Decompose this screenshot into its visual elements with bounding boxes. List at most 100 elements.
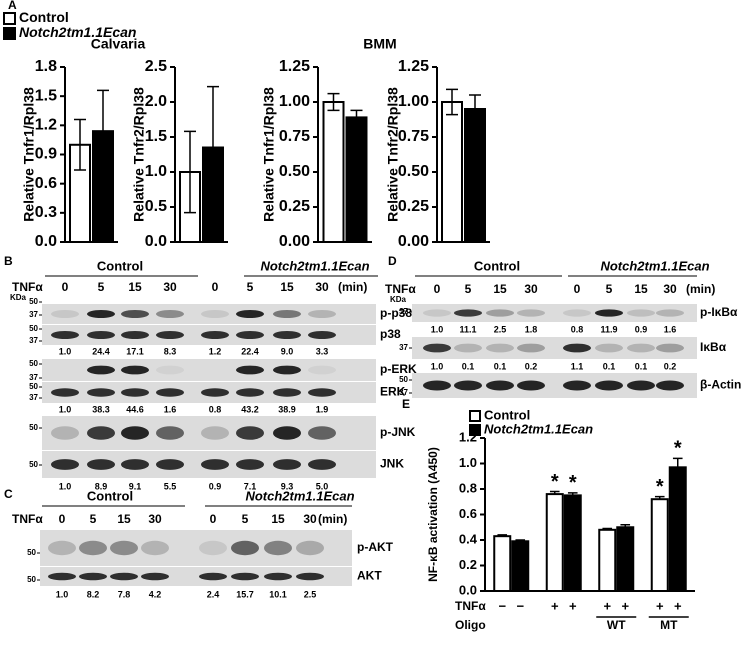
blot-label: AKT xyxy=(357,569,382,583)
time-unit: (min) xyxy=(338,280,367,294)
quantification: 0.9 xyxy=(209,481,222,491)
bar xyxy=(322,101,345,243)
quantification: 8.2 xyxy=(87,589,100,599)
error-bar xyxy=(350,109,363,126)
panel-label: C xyxy=(4,487,13,501)
y-tick-label: 1.00 xyxy=(279,93,310,110)
blot-band xyxy=(423,309,451,317)
treatment-sign: + xyxy=(569,598,577,613)
y-tick-label: 0.4 xyxy=(459,531,478,546)
quantification: 8.3 xyxy=(164,346,177,356)
bar xyxy=(441,101,463,243)
y-tick-label: 0.00 xyxy=(398,233,429,250)
y-axis-label: Relative Tnfr1/Rpl38 xyxy=(21,87,37,222)
blot-band xyxy=(236,331,264,339)
blot-band xyxy=(264,572,292,581)
blot-band xyxy=(201,331,229,339)
blot-band xyxy=(595,309,623,317)
bar xyxy=(650,498,669,593)
time-label: 0 xyxy=(434,282,441,296)
chart-title: BMM xyxy=(363,36,396,52)
treatment-sign: + xyxy=(674,598,682,613)
blot-strip xyxy=(42,359,376,381)
y-tick-label: 1.8 xyxy=(35,58,57,75)
significance-marker: * xyxy=(569,472,577,494)
blot-band xyxy=(236,365,264,375)
blot-strip xyxy=(412,304,697,322)
blot-band xyxy=(308,331,336,339)
blot-band xyxy=(627,309,655,317)
marker-label: 37 xyxy=(29,336,38,345)
blot-band xyxy=(141,572,169,581)
blot-label: p-IκBα xyxy=(700,305,738,319)
quantification: 2.4 xyxy=(207,589,220,599)
error-bar xyxy=(327,92,340,112)
blot-label: p-AKT xyxy=(357,540,394,554)
blot-band xyxy=(656,309,684,317)
blot-band xyxy=(110,540,138,556)
quantification: 0.1 xyxy=(462,361,475,371)
blot-band xyxy=(87,426,115,440)
blot-band xyxy=(595,343,623,353)
time-label: 30 xyxy=(524,282,538,296)
y-tick-label: 0.25 xyxy=(279,198,310,215)
blot-band xyxy=(486,343,514,353)
y-tick-label: 0.0 xyxy=(35,233,57,250)
marker-label: 50 xyxy=(29,423,38,432)
blot-band xyxy=(627,380,655,391)
quantification: 7.1 xyxy=(244,481,257,491)
error-bar xyxy=(97,89,109,173)
error-bar xyxy=(184,130,196,214)
chart-title: Calvaria xyxy=(91,36,146,52)
blot-band xyxy=(231,572,259,581)
significance-marker: * xyxy=(674,438,682,460)
bar xyxy=(563,494,582,592)
time-label: 15 xyxy=(128,280,142,294)
bar xyxy=(545,493,564,593)
legend-label: Control xyxy=(19,9,69,25)
group-label: Control xyxy=(97,258,143,273)
bar xyxy=(668,466,687,593)
time-label: 0 xyxy=(574,282,581,296)
blot-label: ERK xyxy=(380,385,406,399)
time-label: 5 xyxy=(465,282,472,296)
quantification: 1.1 xyxy=(571,361,584,371)
marker-label: 50 xyxy=(27,548,36,557)
error-bar xyxy=(567,492,578,496)
error-bar xyxy=(74,118,86,171)
marker-label: 50 xyxy=(29,460,38,469)
treatment-label: TNFα xyxy=(455,599,486,613)
marker-label: 37 xyxy=(29,310,38,319)
blot-band xyxy=(296,572,324,581)
blot-band xyxy=(595,380,623,391)
marker-label: 37 xyxy=(399,307,408,316)
blot-band xyxy=(273,426,301,440)
blot-band xyxy=(199,572,227,581)
time-label: 15 xyxy=(280,280,294,294)
y-tick-label: 0.9 xyxy=(35,146,57,163)
blot-band xyxy=(563,343,591,353)
blot-band xyxy=(296,540,324,556)
blot-band xyxy=(454,343,482,353)
time-label: 30 xyxy=(663,282,677,296)
treatment-label: TNFα xyxy=(12,280,43,294)
treatment-sign: + xyxy=(621,598,629,613)
quantification: 38.9 xyxy=(278,404,296,414)
time-label: 0 xyxy=(62,280,69,294)
quantification: 1.0 xyxy=(59,481,72,491)
blot-band xyxy=(563,309,591,317)
blot-band xyxy=(51,459,79,470)
error-bar xyxy=(549,490,560,495)
blot-band xyxy=(273,331,301,339)
y-tick-label: 1.25 xyxy=(279,58,310,75)
blot-band xyxy=(51,366,79,375)
blot-band xyxy=(87,388,115,397)
y-tick-label: 1.5 xyxy=(35,87,57,104)
x-tick-label: WT xyxy=(607,618,626,632)
bar xyxy=(511,540,530,593)
time-unit: (min) xyxy=(318,512,347,526)
legend-swatch xyxy=(469,424,481,436)
time-label: 15 xyxy=(634,282,648,296)
y-axis-label: Relative Tnfr2/Rpl38 xyxy=(385,87,401,222)
error-bar xyxy=(469,94,481,124)
